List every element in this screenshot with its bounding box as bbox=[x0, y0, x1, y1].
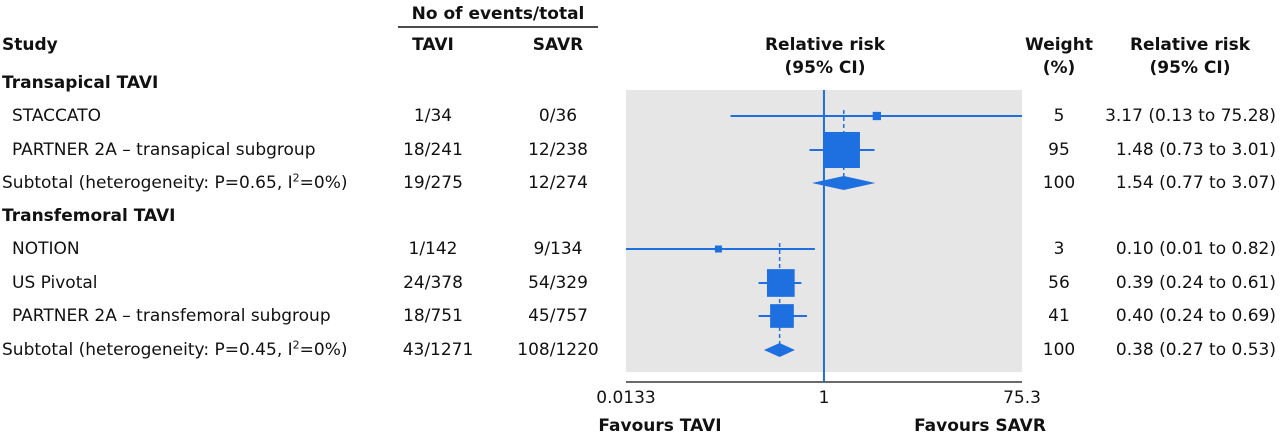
rr-ci-text: 0.40 (0.24 to 0.69) bbox=[1115, 306, 1276, 326]
study-label: NOTION bbox=[12, 239, 80, 259]
weight-value: 41 bbox=[1048, 306, 1070, 326]
subtotal-label: Subtotal (heterogeneity: P=0.65, I2=0%) bbox=[2, 171, 348, 193]
favours-savr-label: Favours SAVR bbox=[914, 416, 1046, 436]
tavi-events: 1/34 bbox=[413, 106, 453, 126]
subtotal-label-end: =0%) bbox=[299, 340, 348, 360]
weight-column-header-line2: (%) bbox=[1042, 58, 1076, 78]
savr-events: 45/757 bbox=[528, 306, 588, 326]
point-estimate-square bbox=[766, 269, 795, 297]
point-estimate-square bbox=[770, 304, 794, 328]
savr-column-header: SAVR bbox=[532, 35, 584, 55]
x-axis-min-label: 0.0133 bbox=[596, 388, 656, 408]
study-label: US Pivotal bbox=[12, 273, 98, 293]
weight-value: 56 bbox=[1048, 273, 1070, 293]
point-estimate-square bbox=[714, 245, 722, 253]
tavi-events: 43/1271 bbox=[402, 340, 474, 360]
rr-column-header-line1: Relative risk bbox=[1129, 35, 1251, 55]
group-label-transfemoral: Transfemoral TAVI bbox=[2, 206, 176, 226]
pooled-diamond bbox=[763, 343, 795, 357]
savr-events: 9/134 bbox=[533, 239, 583, 259]
rr-plot-header-line2: (95% CI) bbox=[784, 58, 866, 78]
savr-events: 108/1220 bbox=[517, 340, 599, 360]
rr-ci-text: 0.39 (0.24 to 0.61) bbox=[1115, 273, 1276, 293]
weight-column-header-line1: Weight bbox=[1025, 35, 1093, 55]
favours-tavi-label: Favours TAVI bbox=[598, 416, 722, 436]
x-axis-mid-label: 1 bbox=[818, 388, 830, 408]
tavi-events: 18/241 bbox=[403, 140, 463, 160]
savr-events: 0/36 bbox=[538, 106, 578, 126]
events-group-header: No of events/total bbox=[411, 4, 585, 24]
study-label: PARTNER 2A – transapical subgroup bbox=[12, 140, 316, 160]
weight-value: 5 bbox=[1053, 106, 1065, 126]
savr-events: 54/329 bbox=[528, 273, 588, 293]
group-label-transapical: Transapical TAVI bbox=[2, 73, 159, 93]
rr-ci-text: 0.38 (0.27 to 0.53) bbox=[1115, 340, 1276, 360]
subtotal-label: Subtotal (heterogeneity: P=0.45, I2=0%) bbox=[2, 338, 348, 360]
tavi-events: 1/142 bbox=[408, 239, 458, 259]
study-column-header: Study bbox=[2, 35, 58, 55]
subtotal-label-text: Subtotal (heterogeneity: P=0.65, I bbox=[2, 173, 293, 193]
weight-value: 3 bbox=[1053, 239, 1065, 259]
point-estimate-square bbox=[823, 131, 860, 169]
x-axis-max-label: 75.3 bbox=[1003, 388, 1041, 408]
tavi-column-header: TAVI bbox=[412, 35, 454, 55]
study-label: STACCATO bbox=[12, 106, 102, 126]
rr-column-header-line2: (95% CI) bbox=[1149, 58, 1231, 78]
tavi-events: 18/751 bbox=[403, 306, 463, 326]
rr-ci-text: 1.54 (0.77 to 3.07) bbox=[1115, 173, 1276, 193]
rr-ci-text: 0.10 (0.01 to 0.82) bbox=[1115, 239, 1276, 259]
rr-plot-header-line1: Relative risk bbox=[764, 35, 886, 55]
weight-value: 100 bbox=[1042, 173, 1076, 193]
tavi-events: 19/275 bbox=[403, 173, 463, 193]
subtotal-label-end: =0%) bbox=[299, 173, 348, 193]
subtotal-label-sup: 2 bbox=[292, 171, 300, 185]
study-label: PARTNER 2A – transfemoral subgroup bbox=[12, 306, 331, 326]
savr-events: 12/238 bbox=[528, 140, 588, 160]
subtotal-label-text: Subtotal (heterogeneity: P=0.45, I bbox=[2, 340, 293, 360]
weight-value: 95 bbox=[1048, 140, 1070, 160]
rr-ci-text: 1.48 (0.73 to 3.01) bbox=[1115, 140, 1276, 160]
weight-value: 100 bbox=[1042, 340, 1076, 360]
subtotal-label-sup: 2 bbox=[292, 338, 300, 352]
tavi-events: 24/378 bbox=[403, 273, 463, 293]
savr-events: 12/274 bbox=[528, 173, 588, 193]
pooled-diamond bbox=[811, 176, 876, 190]
point-estimate-square bbox=[872, 111, 881, 121]
rr-ci-text: 3.17 (0.13 to 75.28) bbox=[1105, 106, 1276, 126]
